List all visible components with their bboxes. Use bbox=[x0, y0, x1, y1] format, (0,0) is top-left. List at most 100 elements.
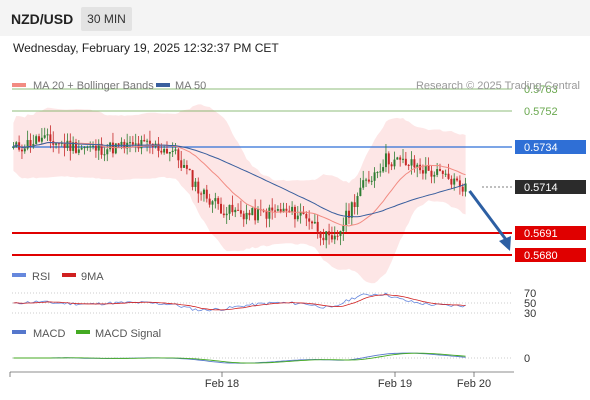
candle-body bbox=[265, 211, 268, 219]
candle-body bbox=[438, 169, 441, 171]
candle-body bbox=[23, 148, 26, 152]
candle-body bbox=[234, 209, 237, 213]
candle-body bbox=[32, 143, 35, 147]
level-label-0: 0.5763 bbox=[524, 84, 558, 96]
candle-body bbox=[291, 206, 294, 212]
candle-body bbox=[202, 189, 205, 195]
candle-body bbox=[26, 140, 29, 149]
candle-body bbox=[464, 183, 467, 192]
candle-body bbox=[336, 235, 339, 237]
candle-body bbox=[379, 171, 382, 173]
candle-body bbox=[129, 142, 132, 144]
candle-body bbox=[456, 178, 459, 181]
candle-body bbox=[285, 208, 288, 211]
candle-body bbox=[63, 142, 66, 148]
top-bar: NZD/USD 30 MIN bbox=[0, 0, 590, 36]
candle-body bbox=[279, 209, 282, 212]
candle-body bbox=[282, 208, 285, 212]
candle-body bbox=[120, 141, 123, 146]
candle-body bbox=[424, 165, 427, 174]
candle-body bbox=[66, 140, 69, 148]
x-tick-label-1: Feb 19 bbox=[378, 378, 412, 390]
candle-body bbox=[387, 153, 390, 165]
symbol-title: NZD/USD bbox=[11, 11, 74, 27]
candle-body bbox=[419, 164, 422, 171]
candle-body bbox=[222, 213, 225, 216]
candle-body bbox=[214, 198, 217, 202]
candle-body bbox=[188, 168, 191, 171]
candle-body bbox=[183, 165, 186, 168]
candle-body bbox=[134, 143, 137, 145]
rsi-legend-swatch bbox=[12, 273, 26, 277]
candle-body bbox=[148, 140, 151, 144]
macd-signal-legend-label: MACD Signal bbox=[95, 328, 161, 340]
candle-body bbox=[43, 135, 46, 138]
candle-body bbox=[248, 212, 251, 216]
candle-body bbox=[242, 213, 245, 220]
candle-body bbox=[316, 221, 319, 232]
candle-body bbox=[308, 218, 311, 222]
candle-body bbox=[313, 221, 316, 224]
candle-body bbox=[410, 159, 413, 166]
candle-body bbox=[359, 187, 362, 197]
candle-body bbox=[117, 143, 120, 146]
ma50-legend-swatch bbox=[156, 83, 170, 87]
macd-tick-0: 0 bbox=[524, 353, 530, 365]
candle-body bbox=[393, 159, 396, 167]
candle-body bbox=[171, 150, 174, 152]
candle-body bbox=[416, 164, 419, 168]
rsi-tick-1: 50 bbox=[524, 298, 536, 310]
candle-body bbox=[237, 209, 240, 211]
candle-body bbox=[220, 203, 223, 214]
candle-body bbox=[342, 225, 345, 232]
candle-body bbox=[143, 139, 146, 142]
candle-body bbox=[353, 202, 356, 208]
candle-body bbox=[245, 212, 248, 220]
candle-body bbox=[163, 148, 166, 153]
candle-body bbox=[231, 204, 234, 213]
candle-body bbox=[347, 210, 350, 218]
candle-body bbox=[165, 148, 168, 154]
candle-body bbox=[325, 231, 328, 241]
candle-body bbox=[208, 198, 211, 205]
candle-body bbox=[367, 179, 370, 182]
chart-datetime: Wednesday, February 19, 2025 12:32:37 PM… bbox=[13, 41, 279, 55]
candle-body bbox=[384, 153, 387, 168]
candle-body bbox=[319, 231, 322, 238]
candle-body bbox=[402, 158, 405, 160]
candle-body bbox=[373, 172, 376, 181]
candle-body bbox=[453, 178, 456, 185]
candle-body bbox=[458, 180, 461, 187]
candle-body bbox=[92, 145, 95, 147]
rsi-tick-2: 30 bbox=[524, 308, 536, 320]
candle-body bbox=[427, 165, 430, 171]
macd-legend-swatch bbox=[12, 330, 26, 334]
candle-body bbox=[86, 146, 89, 148]
candle-body bbox=[444, 173, 447, 175]
candle-body bbox=[146, 140, 149, 142]
candle-body bbox=[413, 159, 416, 168]
candle-body bbox=[57, 143, 60, 145]
candle-body bbox=[345, 210, 348, 226]
ma50-line bbox=[13, 142, 466, 218]
rsi-ma-legend-label: 9MA bbox=[81, 271, 104, 283]
candle-body bbox=[382, 167, 385, 172]
candle-body bbox=[191, 170, 194, 187]
candle-body bbox=[441, 170, 444, 174]
candle-body bbox=[137, 143, 140, 149]
candle-body bbox=[228, 204, 231, 214]
candle-body bbox=[276, 209, 279, 211]
candle-body bbox=[12, 146, 15, 148]
rsi-legend-label: RSI bbox=[32, 271, 50, 283]
candle-body bbox=[168, 151, 171, 154]
candle-body bbox=[197, 181, 200, 194]
candle-body bbox=[328, 231, 331, 236]
candle-body bbox=[174, 149, 177, 151]
candle-body bbox=[20, 149, 23, 152]
timeframe-button[interactable]: 30 MIN bbox=[81, 7, 132, 31]
candle-body bbox=[296, 215, 299, 220]
bollinger-band-fill bbox=[13, 104, 466, 284]
candle-body bbox=[407, 164, 410, 166]
candle-body bbox=[89, 146, 92, 148]
